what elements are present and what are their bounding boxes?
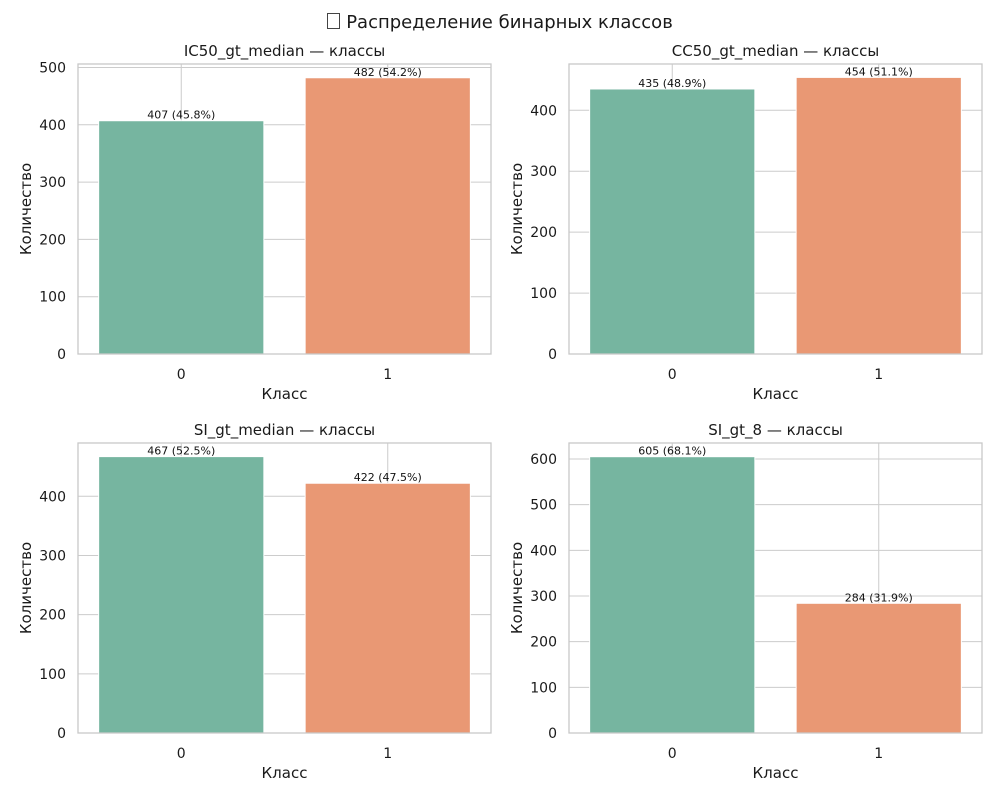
y-axis-label: Количество: [17, 542, 35, 634]
figure-title-text: Распределение бинарных классов: [346, 12, 673, 33]
chart-title: SI_gt_median — классы: [194, 421, 375, 440]
x-tick-label: 1: [874, 746, 883, 762]
y-tick-label: 600: [530, 452, 557, 468]
x-tick-label: 1: [383, 746, 392, 762]
y-tick-label: 100: [530, 286, 557, 302]
y-tick-label: 400: [530, 103, 557, 119]
y-tick-label: 300: [530, 164, 557, 180]
axes-frame: [568, 63, 983, 355]
y-tick-label: 0: [548, 726, 557, 742]
x-tick-label: 0: [177, 367, 186, 383]
y-axis-label: Количество: [17, 163, 35, 255]
data-label: 435 (48.9%): [638, 77, 706, 90]
y-tick-label: 0: [57, 726, 66, 742]
y-tick-label: 300: [39, 548, 66, 564]
y-tick-label: 100: [39, 667, 66, 683]
data-label: 482 (54.2%): [354, 66, 422, 79]
y-tick-label: 200: [530, 225, 557, 241]
bar-class-0: [589, 88, 756, 355]
y-tick-label: 300: [39, 175, 66, 191]
data-label: 407 (45.8%): [147, 109, 215, 122]
bar-class-0: [98, 120, 265, 355]
y-tick-label: 400: [530, 543, 557, 559]
y-tick-label: 500: [530, 498, 557, 514]
chart-title: SI_gt_8 — классы: [708, 421, 843, 440]
x-tick-label: 0: [668, 746, 677, 762]
x-axis-label: Класс: [262, 764, 308, 782]
data-label: 605 (68.1%): [638, 445, 706, 458]
x-tick-label: 0: [668, 367, 677, 383]
x-axis-label: Класс: [753, 764, 799, 782]
x-axis-label: Класс: [262, 385, 308, 403]
chart-panel-2: 467 (52.5%) 422 (47.5%) 0 100 200 300 400 0 1 Кла…: [17, 421, 492, 782]
axes-frame: [77, 63, 492, 355]
y-tick-label: 0: [548, 347, 557, 363]
y-axis-label: Количество: [508, 163, 526, 255]
y-tick-label: 200: [530, 635, 557, 651]
data-label: 467 (52.5%): [147, 445, 215, 458]
x-axis-label: Класс: [753, 385, 799, 403]
y-tick-label: 100: [530, 680, 557, 696]
figure-title: Распределение бинарных классов: [0, 12, 1000, 33]
bar-class-1: [795, 602, 962, 734]
y-tick-label: 400: [39, 489, 66, 505]
y-tick-label: 200: [39, 232, 66, 248]
bar-class-0: [98, 456, 265, 734]
axes-frame: [77, 442, 492, 734]
y-tick-label: 500: [39, 60, 66, 76]
y-tick-label: 300: [530, 589, 557, 605]
chart-title: IC50_gt_median — классы: [184, 42, 385, 61]
chart-panel-1: 435 (48.9%) 454 (51.1%) 0 100 200 300 400 0 1 Кла…: [508, 42, 983, 403]
bar-class-0: [589, 456, 756, 734]
chart-panel-3: 605 (68.1%) 284 (31.9%) 0 100 200 300 400 500 60…: [508, 421, 983, 782]
chart-panel-0: 407 (45.8%) 482 (54.2%) 0 100 200 300 400 500 0 1…: [17, 42, 492, 403]
bar-class-1: [304, 77, 471, 355]
data-label: 454 (51.1%): [845, 65, 913, 78]
data-label: 422 (47.5%): [354, 471, 422, 484]
y-tick-label: 400: [39, 118, 66, 134]
y-axis-label: Количество: [508, 542, 526, 634]
axes-frame: [568, 442, 983, 734]
bar-class-1: [795, 76, 962, 355]
x-tick-label: 1: [874, 367, 883, 383]
bar-class-1: [304, 482, 471, 734]
chart-title: CC50_gt_median — классы: [672, 42, 879, 61]
y-tick-label: 0: [57, 347, 66, 363]
y-tick-label: 200: [39, 608, 66, 624]
missing-glyph-box-icon: [327, 13, 341, 29]
y-tick-label: 100: [39, 290, 66, 306]
x-tick-label: 1: [383, 367, 392, 383]
data-label: 284 (31.9%): [845, 591, 913, 604]
x-tick-label: 0: [177, 746, 186, 762]
